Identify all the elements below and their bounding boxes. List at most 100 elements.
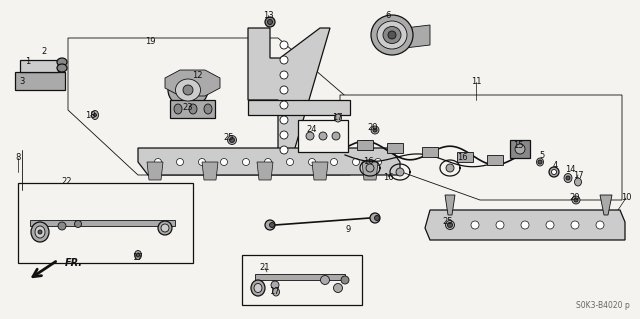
Bar <box>298 120 348 152</box>
Text: 9: 9 <box>346 226 351 234</box>
Ellipse shape <box>566 176 570 180</box>
Ellipse shape <box>265 220 275 230</box>
Ellipse shape <box>383 26 401 43</box>
Text: 16: 16 <box>383 173 394 182</box>
Ellipse shape <box>446 164 454 172</box>
Ellipse shape <box>280 86 288 94</box>
Polygon shape <box>30 220 175 226</box>
Polygon shape <box>165 70 220 96</box>
Ellipse shape <box>306 132 314 140</box>
Ellipse shape <box>371 15 413 55</box>
Ellipse shape <box>515 144 525 154</box>
Polygon shape <box>257 162 273 180</box>
Text: 20: 20 <box>570 194 580 203</box>
Ellipse shape <box>308 159 316 166</box>
Ellipse shape <box>374 216 380 220</box>
Ellipse shape <box>230 137 234 143</box>
Polygon shape <box>248 100 350 115</box>
Polygon shape <box>138 148 400 175</box>
Ellipse shape <box>254 284 262 293</box>
Polygon shape <box>255 274 345 280</box>
Ellipse shape <box>538 160 542 164</box>
Ellipse shape <box>471 221 479 229</box>
Text: 16: 16 <box>363 158 373 167</box>
Ellipse shape <box>330 159 337 166</box>
Ellipse shape <box>264 159 271 166</box>
Ellipse shape <box>158 221 172 235</box>
Polygon shape <box>425 210 625 240</box>
Text: 1: 1 <box>26 57 31 66</box>
Ellipse shape <box>321 276 330 285</box>
Ellipse shape <box>198 159 205 166</box>
Ellipse shape <box>335 114 342 122</box>
Text: 17: 17 <box>332 113 342 122</box>
Ellipse shape <box>273 288 280 296</box>
Text: 17: 17 <box>132 253 142 262</box>
Ellipse shape <box>57 58 67 66</box>
Ellipse shape <box>204 104 212 114</box>
Text: 4: 4 <box>552 160 557 169</box>
Text: 12: 12 <box>192 70 202 79</box>
Polygon shape <box>445 195 455 215</box>
Ellipse shape <box>92 110 99 120</box>
Text: FR.: FR. <box>65 258 83 268</box>
Ellipse shape <box>221 159 227 166</box>
Ellipse shape <box>373 128 377 132</box>
Ellipse shape <box>93 114 97 116</box>
Text: 22: 22 <box>61 176 72 186</box>
Ellipse shape <box>227 136 237 145</box>
Ellipse shape <box>269 222 275 227</box>
Text: 5: 5 <box>540 151 545 160</box>
Text: 21: 21 <box>260 263 270 272</box>
Ellipse shape <box>552 169 557 174</box>
Ellipse shape <box>447 222 452 227</box>
Ellipse shape <box>38 230 42 234</box>
Ellipse shape <box>370 213 380 223</box>
Ellipse shape <box>174 104 182 114</box>
Ellipse shape <box>333 284 342 293</box>
Polygon shape <box>340 95 622 200</box>
Polygon shape <box>20 60 58 72</box>
Text: 25: 25 <box>224 133 234 143</box>
Text: 19: 19 <box>145 38 156 47</box>
Ellipse shape <box>175 79 200 101</box>
Ellipse shape <box>596 221 604 229</box>
Ellipse shape <box>161 224 169 232</box>
Text: 13: 13 <box>262 11 273 19</box>
Text: 3: 3 <box>19 78 25 86</box>
Ellipse shape <box>280 116 288 124</box>
Ellipse shape <box>183 85 193 95</box>
Polygon shape <box>170 100 215 118</box>
Ellipse shape <box>571 221 579 229</box>
Polygon shape <box>147 162 163 180</box>
Ellipse shape <box>287 159 294 166</box>
Ellipse shape <box>446 221 454 229</box>
Ellipse shape <box>374 159 381 166</box>
Ellipse shape <box>445 220 454 229</box>
Ellipse shape <box>243 159 250 166</box>
Ellipse shape <box>546 221 554 229</box>
Ellipse shape <box>189 104 197 114</box>
Ellipse shape <box>134 250 141 259</box>
Polygon shape <box>457 152 473 162</box>
Ellipse shape <box>280 56 288 64</box>
Polygon shape <box>387 143 403 153</box>
Ellipse shape <box>31 222 49 242</box>
Ellipse shape <box>366 164 374 172</box>
Polygon shape <box>405 25 430 48</box>
Ellipse shape <box>574 198 578 202</box>
Ellipse shape <box>549 167 559 177</box>
Ellipse shape <box>280 146 288 154</box>
Ellipse shape <box>332 132 340 140</box>
Ellipse shape <box>572 196 580 204</box>
Text: 11: 11 <box>471 78 481 86</box>
Ellipse shape <box>280 131 288 139</box>
Text: 14: 14 <box>564 166 575 174</box>
Ellipse shape <box>35 226 45 238</box>
Text: 17: 17 <box>573 170 583 180</box>
Text: 2: 2 <box>42 48 47 56</box>
Polygon shape <box>422 147 438 157</box>
Ellipse shape <box>74 220 81 227</box>
Bar <box>18 183 193 263</box>
Text: 20: 20 <box>368 122 378 131</box>
